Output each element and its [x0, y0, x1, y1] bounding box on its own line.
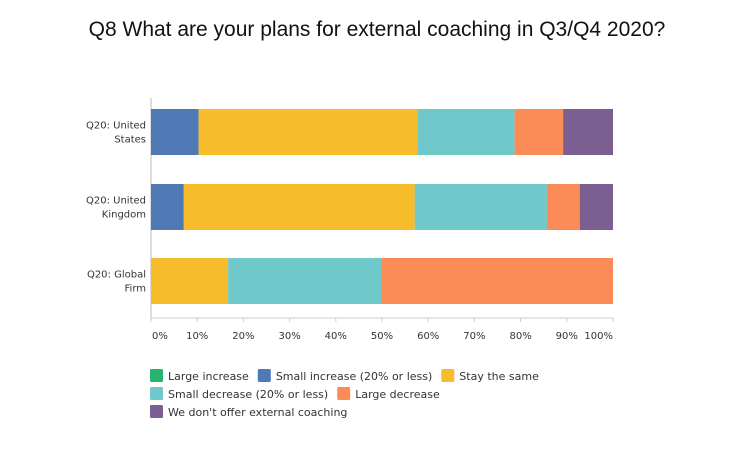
legend-swatch	[150, 387, 163, 400]
x-tick-label: 10%	[186, 331, 208, 342]
legend-label: Small increase (20% or less)	[276, 370, 432, 383]
x-tick-label: 100%	[584, 331, 613, 342]
legend-label: Large increase	[168, 370, 249, 383]
x-tick-label: 80%	[509, 331, 531, 342]
category-label: Q20: Global Firm	[87, 270, 146, 295]
x-tick-label: 40%	[325, 331, 347, 342]
x-tick-label: 60%	[417, 331, 439, 342]
legend-label: We don't offer external coaching	[168, 406, 347, 419]
bars	[151, 109, 613, 304]
bar-segment	[151, 258, 229, 304]
bar-segment	[546, 184, 580, 230]
bar-segment	[382, 258, 613, 304]
bar-segment	[228, 258, 382, 304]
x-tick-label: 90%	[556, 331, 578, 342]
chart-title: Q8 What are your plans for external coac…	[88, 18, 666, 41]
x-tick-labels: 0% 10% 20% 30% 40% 50% 60% 70% 80% 90% 100%	[150, 318, 614, 342]
x-tick-label: 50%	[371, 331, 393, 342]
bar-segment	[183, 184, 415, 230]
legend-label: Small decrease (20% or less)	[168, 388, 328, 401]
bar-segment	[579, 184, 613, 230]
category-labels: Q20: United States Q20: United Kingdom Q20: …	[86, 121, 146, 295]
legend-swatch	[441, 369, 455, 382]
x-tick-label: 20%	[232, 331, 254, 342]
x-tick-label: 0%	[152, 331, 168, 342]
x-tick-label: 30%	[278, 331, 300, 342]
legend-swatch	[337, 387, 351, 400]
bar-segment	[414, 184, 547, 230]
bar-segment	[417, 109, 515, 155]
bar-segment	[151, 109, 199, 155]
legend-swatch	[257, 369, 271, 382]
category-label: Q20: United Kingdom	[86, 196, 146, 221]
legend-swatch	[150, 369, 163, 382]
legend-swatch	[150, 405, 163, 418]
legend-label: Stay the same	[459, 370, 539, 383]
bar-segment	[198, 109, 418, 155]
bar-segment	[151, 184, 184, 230]
legend-label: Large decrease	[355, 388, 440, 401]
legend: Large increase Small increase (20% or les…	[150, 369, 539, 419]
x-tick-label: 70%	[463, 331, 485, 342]
bar-segment	[563, 109, 613, 155]
bar-segment	[514, 109, 564, 155]
category-label: Q20: United States	[86, 121, 146, 146]
